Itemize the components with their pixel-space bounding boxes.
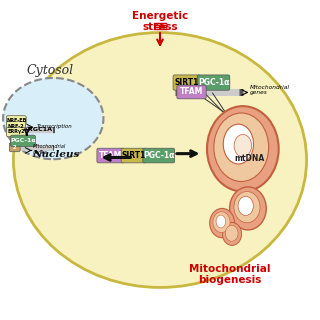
- Ellipse shape: [223, 124, 253, 164]
- Ellipse shape: [222, 222, 242, 245]
- Text: PPARGC1A: PPARGC1A: [15, 127, 53, 132]
- Text: TFAM: TFAM: [180, 87, 203, 96]
- Text: SIRT1: SIRT1: [121, 151, 146, 160]
- FancyBboxPatch shape: [173, 75, 200, 90]
- Text: TFAM: TFAM: [99, 151, 122, 160]
- Text: mtDNA: mtDNA: [235, 154, 265, 163]
- Ellipse shape: [207, 106, 279, 192]
- FancyBboxPatch shape: [9, 143, 20, 152]
- Ellipse shape: [238, 196, 253, 215]
- FancyBboxPatch shape: [121, 148, 146, 163]
- Ellipse shape: [234, 192, 260, 223]
- Text: NRF-EB: NRF-EB: [6, 118, 27, 123]
- FancyBboxPatch shape: [11, 135, 36, 147]
- Text: Transcription: Transcription: [37, 124, 73, 129]
- Ellipse shape: [214, 113, 269, 181]
- FancyBboxPatch shape: [97, 148, 124, 163]
- Text: NRF-2: NRF-2: [8, 124, 24, 129]
- Ellipse shape: [213, 212, 230, 233]
- Ellipse shape: [210, 208, 235, 238]
- Text: Nucleus: Nucleus: [33, 150, 80, 159]
- Ellipse shape: [3, 78, 103, 159]
- Ellipse shape: [230, 187, 266, 230]
- FancyBboxPatch shape: [6, 127, 26, 137]
- Ellipse shape: [234, 134, 252, 157]
- Text: ERRγ2: ERRγ2: [7, 130, 25, 134]
- Text: Cytosol: Cytosol: [26, 64, 73, 77]
- Ellipse shape: [216, 215, 226, 228]
- Text: PGC-1α: PGC-1α: [143, 151, 174, 160]
- FancyBboxPatch shape: [197, 75, 230, 90]
- Text: SIRT1: SIRT1: [175, 78, 199, 87]
- Ellipse shape: [225, 225, 238, 241]
- FancyBboxPatch shape: [6, 116, 26, 125]
- Text: Energetic
stress: Energetic stress: [132, 11, 188, 33]
- Text: Mitochondrial
genes: Mitochondrial genes: [33, 144, 66, 155]
- Text: PGC-1α: PGC-1α: [10, 138, 36, 143]
- Text: 2: 2: [13, 145, 17, 150]
- Text: PGC-1α: PGC-1α: [198, 78, 229, 87]
- FancyBboxPatch shape: [143, 148, 175, 163]
- FancyBboxPatch shape: [6, 122, 26, 131]
- Ellipse shape: [13, 33, 307, 287]
- FancyBboxPatch shape: [177, 85, 206, 99]
- Text: Mitochondrial
genes: Mitochondrial genes: [250, 84, 290, 95]
- Text: Mitochondrial
biogenesis: Mitochondrial biogenesis: [189, 264, 271, 285]
